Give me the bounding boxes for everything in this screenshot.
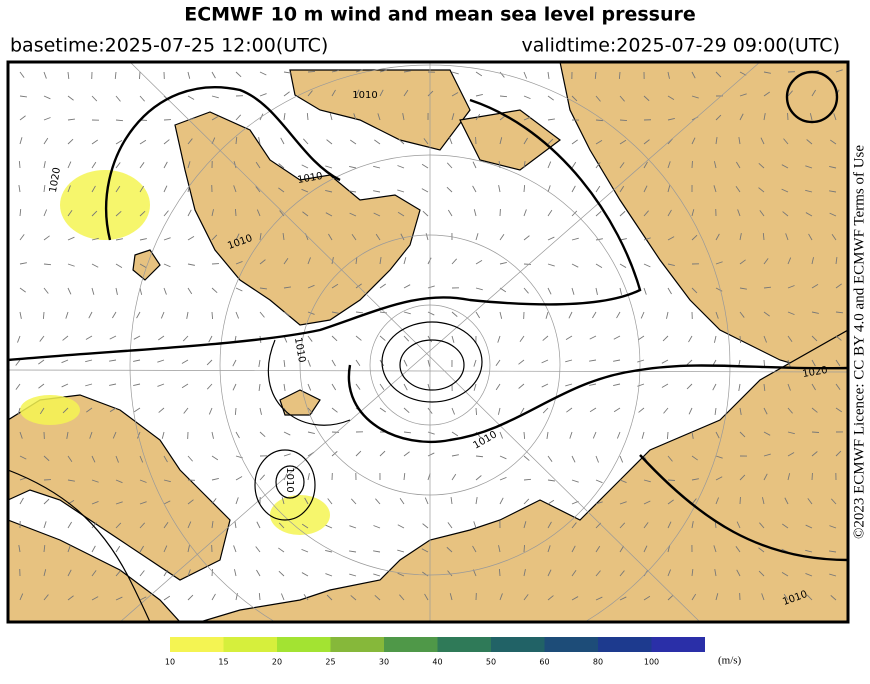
colorbar-segment bbox=[277, 637, 331, 652]
basetime: basetime:2025-07-25 12:00(UTC) bbox=[10, 35, 328, 57]
wind-arrow bbox=[212, 312, 213, 319]
colorbar-segment bbox=[170, 637, 224, 652]
wind-arrow bbox=[740, 336, 741, 343]
colorbar-tick-label: 100 bbox=[644, 658, 659, 667]
colorbar-unit: (m/s) bbox=[718, 655, 742, 667]
colorbar-tick-label: 20 bbox=[272, 658, 282, 667]
colorbar-tick-label: 30 bbox=[379, 658, 389, 667]
colorbar-tick-label: 80 bbox=[593, 658, 603, 667]
colorbar-segment bbox=[545, 637, 599, 652]
wind-arrow bbox=[667, 432, 668, 439]
colorbar-segment bbox=[652, 637, 706, 652]
colorbar-segment bbox=[491, 637, 545, 652]
isobar-label: 1010 bbox=[284, 467, 295, 492]
colorbar-segment bbox=[384, 637, 438, 652]
colorbar-tick-label: 10 bbox=[165, 658, 175, 667]
wind-arrow bbox=[524, 185, 525, 192]
wind-arrow bbox=[19, 161, 20, 168]
wind-arrow bbox=[308, 71, 315, 72]
wind-arrow bbox=[235, 209, 236, 216]
colorbar-tick-label: 25 bbox=[325, 658, 335, 667]
isobar-label: 1010 bbox=[352, 90, 377, 101]
wind-arrow bbox=[476, 408, 477, 415]
wind-arrow bbox=[235, 408, 236, 415]
colorbar-segment bbox=[598, 637, 652, 652]
colorbar-segment bbox=[224, 637, 278, 652]
wind-arrow bbox=[212, 569, 213, 576]
wind-arrow bbox=[620, 120, 627, 121]
colorbar-tick-label: 60 bbox=[539, 658, 549, 667]
wind-arrow bbox=[619, 72, 620, 79]
colorbar-tick-label: 50 bbox=[486, 658, 496, 667]
wind-arrow bbox=[43, 312, 44, 319]
colorbar-tick-label: 40 bbox=[432, 658, 442, 667]
colorbar: 10 15 20 25 30 40 50 60 80 100 (m/s) bbox=[165, 637, 742, 667]
wind-arrow bbox=[524, 545, 525, 552]
wind-arrow bbox=[139, 72, 140, 79]
wind-arrow bbox=[524, 432, 525, 439]
license: ©2023 ECMWF Licence: CC BY 4.0 and ECMWF… bbox=[851, 145, 867, 539]
wind-arrow bbox=[596, 120, 603, 121]
title: ECMWF 10 m wind and mean sea level press… bbox=[184, 4, 696, 26]
wind-arrow bbox=[668, 480, 675, 481]
validtime: validtime:2025-07-29 09:00(UTC) bbox=[521, 35, 840, 57]
colorbar-tick-label: 15 bbox=[218, 658, 228, 667]
wind-arrow bbox=[499, 569, 500, 576]
colorbar-segment bbox=[331, 637, 385, 652]
colorbar-segment bbox=[438, 637, 492, 652]
